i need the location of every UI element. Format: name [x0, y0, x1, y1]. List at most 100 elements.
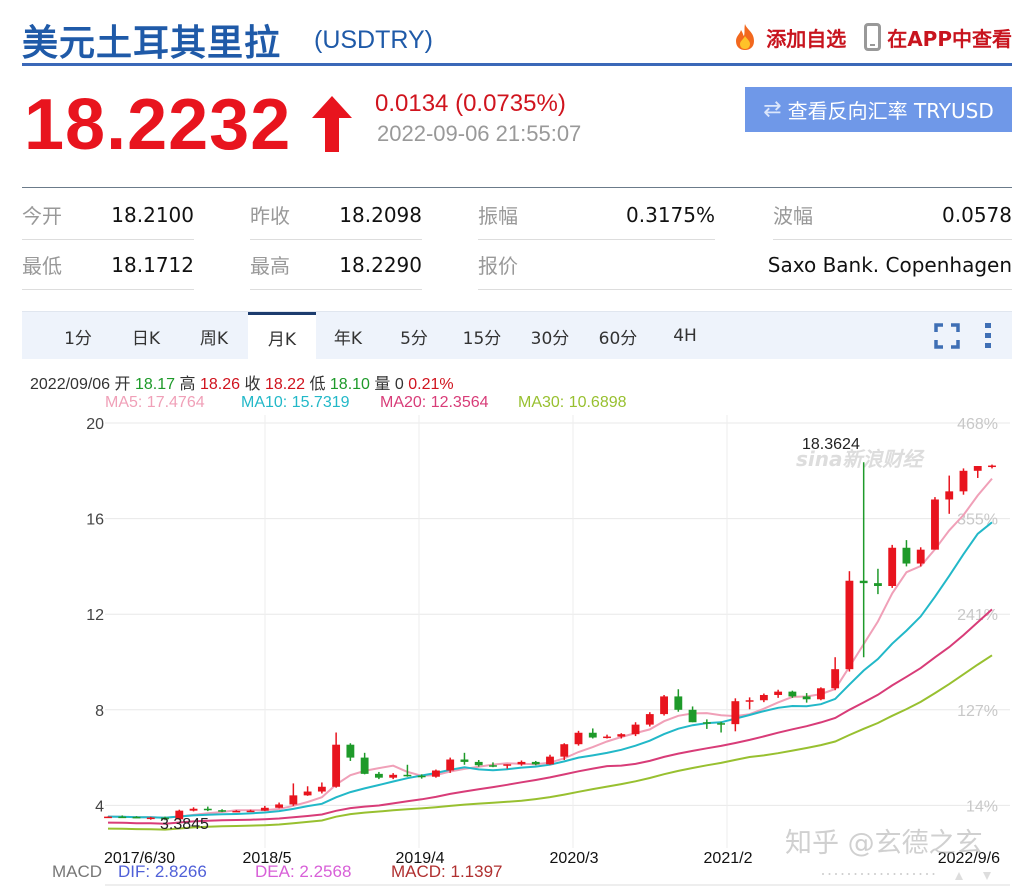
ma-line-MA30 [107, 654, 993, 831]
macd-label: MACD [52, 862, 103, 881]
ma20-legend: MA20: 12.3564 [380, 394, 489, 411]
stat-label: 波幅 [773, 204, 813, 228]
svg-text:sina新浪财经: sina新浪财经 [796, 447, 925, 471]
candle [660, 696, 668, 715]
low-label: 低 [309, 376, 326, 393]
current-price: 18.2232 [24, 85, 292, 165]
pct-tick: 355% [957, 512, 998, 529]
candle [332, 744, 341, 787]
more-vertical-icon[interactable] [982, 322, 994, 350]
candle [303, 791, 312, 796]
tab-30min[interactable]: 30分 [530, 328, 570, 349]
stat-label: 最高 [250, 254, 290, 278]
macd-dea: DEA: 2.2568 [255, 862, 352, 881]
high-value: 18.26 [199, 376, 241, 393]
y-tick: 20 [86, 416, 104, 433]
candle [916, 549, 925, 564]
stat-high: 最高 18.2290 [250, 240, 422, 290]
x-tick: 2017/6/30 [104, 850, 175, 867]
candle [531, 761, 540, 765]
stat-value: Saxo Bank. Copenhagen [767, 252, 1012, 277]
candle [289, 795, 298, 805]
tab-15min[interactable]: 15分 [462, 328, 502, 349]
candle [759, 694, 768, 701]
high-label: 高 [179, 376, 196, 393]
x-tick: 2018/5 [243, 850, 292, 867]
y-tick: 4 [95, 798, 104, 815]
tab-60min[interactable]: 60分 [598, 328, 638, 349]
candle [161, 817, 169, 820]
swap-icon: ⇄ [763, 97, 782, 122]
tab-weekly[interactable]: 周K [199, 328, 229, 349]
candle [560, 744, 569, 757]
macd-dif: DIF: 2.8266 [118, 862, 207, 881]
tab-5min[interactable]: 5分 [400, 328, 428, 349]
ohlc-info: 2022/09/06 开 18.17 高 18.26 收 18.22 低 18.… [30, 370, 454, 394]
candle [973, 466, 982, 471]
scroll-up-icon[interactable] [955, 872, 963, 880]
stat-prev-close: 昨收 18.2098 [250, 190, 422, 240]
ma30-legend: MA30: 10.6898 [518, 394, 627, 411]
candle [446, 759, 455, 771]
add-watchlist-button[interactable]: 添加自选 [730, 22, 846, 52]
tab-daily[interactable]: 日K [131, 328, 161, 349]
ohlc-date: 2022/09/06 [30, 376, 111, 393]
candle [731, 701, 740, 725]
candle [417, 775, 426, 778]
pct-tick: 127% [957, 703, 998, 720]
candle [674, 696, 683, 710]
stat-value: 18.2100 [111, 202, 194, 227]
kline-chart[interactable]: 20 468% 16 355% 12 241% 8 127% 4 14% sina新浪财经18.36… [0, 410, 1034, 886]
candle [317, 786, 326, 792]
candle [802, 696, 811, 700]
ma5-legend: MA5: 17.4764 [105, 394, 205, 411]
candle [432, 770, 440, 777]
stat-quote-source: 报价 Saxo Bank. Copenhagen [478, 240, 1012, 290]
ma10-legend: MA10: 15.7319 [241, 394, 350, 411]
candle [403, 774, 412, 777]
candle [132, 816, 141, 819]
view-in-app-button[interactable]: 在APP中查看 [864, 23, 1012, 52]
view-in-app-label: 在APP中查看 [887, 26, 1012, 51]
tab-yearly[interactable]: 年K [333, 328, 363, 349]
candle [788, 691, 797, 697]
candle [888, 547, 897, 586]
candle [118, 816, 127, 819]
symbol-code: (USDTRY) [314, 26, 433, 54]
stat-value: 18.1712 [111, 252, 194, 277]
candle [603, 736, 611, 739]
scroll-down-icon[interactable] [983, 872, 991, 880]
stat-low: 最低 18.1712 [22, 240, 194, 290]
close-value: 18.22 [264, 376, 305, 393]
candle [688, 709, 697, 723]
stat-label: 振幅 [478, 204, 518, 228]
y-tick: 16 [86, 512, 104, 529]
page-header: 美元土耳其里拉 (USDTRY) 添加自选 在APP中查看 [22, 12, 1012, 66]
candle [631, 724, 640, 735]
candle [959, 470, 968, 492]
candle [246, 810, 255, 813]
stat-amplitude: 振幅 0.3175% [478, 190, 715, 240]
candle [189, 808, 198, 811]
candle [460, 759, 469, 762]
header-actions: 添加自选 在APP中查看 [730, 22, 1012, 52]
candle [175, 810, 184, 820]
fullscreen-icon[interactable] [934, 323, 960, 349]
candle [645, 714, 654, 725]
phone-icon [864, 23, 882, 51]
candle [702, 722, 711, 724]
candle [260, 807, 269, 811]
open-label: 开 [114, 376, 131, 393]
candle [617, 734, 626, 737]
tab-4h[interactable]: 4H [673, 326, 697, 346]
candle [945, 491, 954, 500]
candle [489, 765, 497, 767]
tab-monthly[interactable]: 月K [248, 312, 316, 360]
reverse-rate-button[interactable]: ⇄ 查看反向汇率 TRYUSD [745, 87, 1012, 132]
pct-tick: 14% [966, 798, 998, 815]
pct-tick: 241% [957, 607, 998, 624]
tab-1min[interactable]: 1分 [64, 328, 92, 349]
x-tick: 2019/4 [396, 850, 445, 867]
zhihu-watermark: 知乎 @玄德之玄 [785, 828, 983, 859]
candle [232, 810, 241, 813]
